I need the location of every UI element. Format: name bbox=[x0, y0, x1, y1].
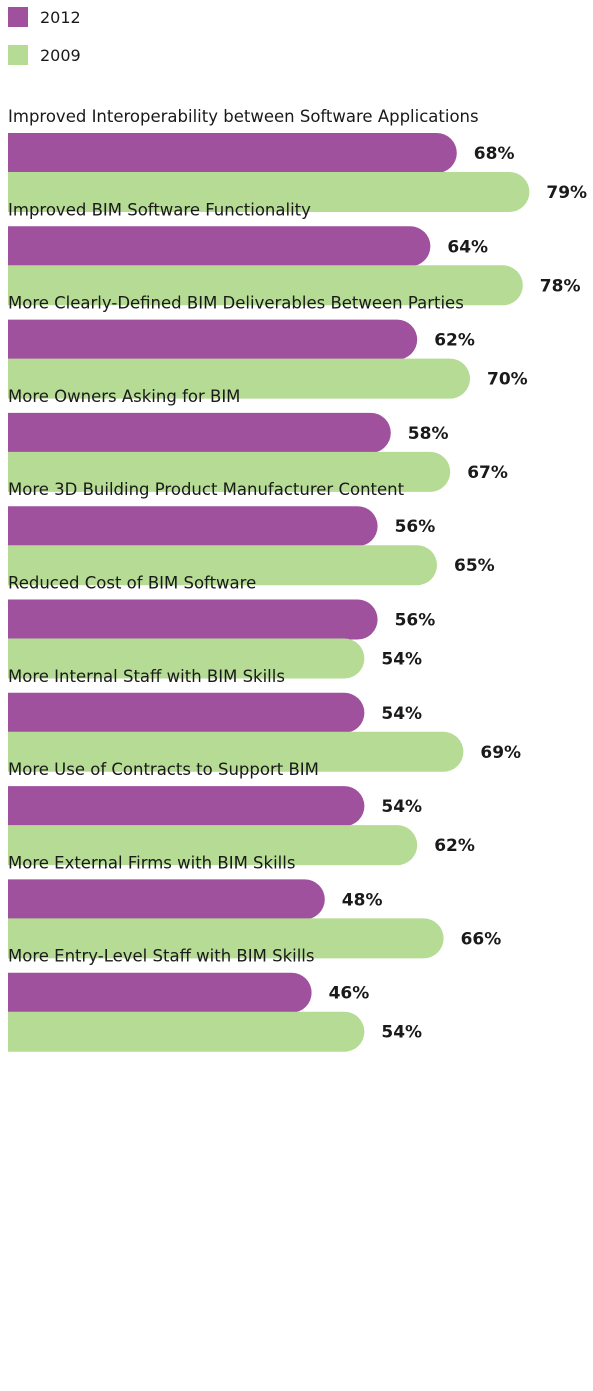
data-label-2009: 62% bbox=[434, 836, 475, 856]
bar-2009 bbox=[8, 918, 444, 959]
bar-2012 bbox=[8, 879, 325, 920]
data-label-2009: 67% bbox=[467, 463, 508, 483]
bar-group-more-internal-staff-with-bim-skills: More Internal Staff with BIM Skills 54% 69… bbox=[8, 667, 521, 772]
category-label: More Clearly-Defined BIM Deliverables Be… bbox=[8, 294, 464, 313]
bar-2009 bbox=[8, 451, 451, 492]
data-label-2009: 79% bbox=[546, 183, 587, 203]
data-label-2012: 56% bbox=[395, 611, 436, 631]
data-label-2009: 69% bbox=[480, 743, 521, 763]
data-label-2009: 65% bbox=[454, 556, 495, 576]
bar-group-more-clearly-defined-bim-deliverables-between-parties: More Clearly-Defined BIM Deliverables Be… bbox=[8, 294, 528, 399]
data-label-2009: 54% bbox=[381, 1023, 422, 1043]
data-label-2012: 56% bbox=[395, 517, 436, 537]
bar-group-more-use-of-contracts-to-support-bim: More Use of Contracts to Support BIM 54% 6… bbox=[8, 760, 475, 866]
bar-2009 bbox=[8, 638, 365, 679]
data-label-2012: 54% bbox=[381, 704, 422, 724]
category-label: Reduced Cost of BIM Software bbox=[8, 574, 256, 593]
bar-2012 bbox=[8, 226, 431, 267]
category-label: More External Firms with BIM Skills bbox=[8, 853, 295, 872]
data-label-2012: 58% bbox=[408, 424, 449, 444]
legend: 2012 2009 bbox=[8, 7, 81, 65]
category-label: More 3D Building Product Manufacturer Co… bbox=[8, 480, 405, 499]
data-label-2012: 68% bbox=[474, 144, 515, 164]
category-label: More Use of Contracts to Support BIM bbox=[8, 760, 319, 779]
bar-2009 bbox=[8, 825, 418, 866]
bar-group-more-external-firms-with-bim-skills: More External Firms with BIM Skills 48% 66… bbox=[8, 853, 502, 959]
data-label-2012: 48% bbox=[342, 890, 383, 910]
bar-group-more-owners-asking-for-bim: More Owners Asking for BIM 58% 67% bbox=[8, 387, 508, 492]
bar-group-reduced-cost-of-bim-software: Reduced Cost of BIM Software 56% 54% bbox=[8, 574, 435, 679]
data-label-2009: 70% bbox=[487, 370, 528, 390]
bar-2009 bbox=[8, 358, 470, 399]
category-label: More Entry-Level Staff with BIM Skills bbox=[8, 947, 314, 966]
bar-groups: Improved Interoperability between Softwa… bbox=[8, 107, 587, 1052]
bar-2012 bbox=[8, 972, 312, 1013]
category-label: Improved Interoperability between Softwa… bbox=[8, 107, 479, 126]
bar-2012 bbox=[8, 412, 391, 453]
bar-2009 bbox=[8, 172, 530, 212]
bar-2012 bbox=[8, 692, 365, 733]
category-label: Improved BIM Software Functionality bbox=[8, 200, 311, 219]
bar-2012 bbox=[8, 786, 365, 827]
bar-2009 bbox=[8, 545, 437, 586]
legend-label-2009: 2009 bbox=[40, 46, 81, 65]
bar-2009 bbox=[8, 1011, 365, 1052]
category-label: More Internal Staff with BIM Skills bbox=[8, 667, 285, 686]
bar-2012 bbox=[8, 133, 457, 173]
bar-group-more-3d-building-product-manufacturer-content: More 3D Building Product Manufacturer Co… bbox=[8, 480, 495, 586]
bar-2012 bbox=[8, 599, 378, 640]
bar-group-improved-interoperability-between-software-applications: Improved Interoperability between Softwa… bbox=[8, 107, 587, 212]
category-label: More Owners Asking for BIM bbox=[8, 387, 240, 406]
bar-group-improved-bim-software-functionality: Improved BIM Software Functionality 64% 78… bbox=[8, 200, 581, 306]
bar-2009 bbox=[8, 731, 464, 772]
legend-label-2012: 2012 bbox=[40, 8, 81, 27]
data-label-2009: 54% bbox=[381, 650, 422, 670]
bar-2009 bbox=[8, 265, 523, 306]
bar-group-more-entry-level-staff-with-bim-skills: More Entry-Level Staff with BIM Skills 46… bbox=[8, 947, 422, 1052]
legend-swatch-2009 bbox=[8, 45, 28, 65]
data-label-2012: 62% bbox=[434, 331, 475, 351]
bar-2012 bbox=[8, 319, 418, 360]
bar-2012 bbox=[8, 506, 378, 547]
data-label-2012: 54% bbox=[381, 797, 422, 817]
data-label-2012: 46% bbox=[329, 984, 370, 1004]
data-label-2009: 78% bbox=[540, 276, 581, 296]
data-label-2012: 64% bbox=[447, 237, 488, 257]
legend-swatch-2012 bbox=[8, 7, 28, 27]
data-label-2009: 66% bbox=[461, 929, 502, 949]
